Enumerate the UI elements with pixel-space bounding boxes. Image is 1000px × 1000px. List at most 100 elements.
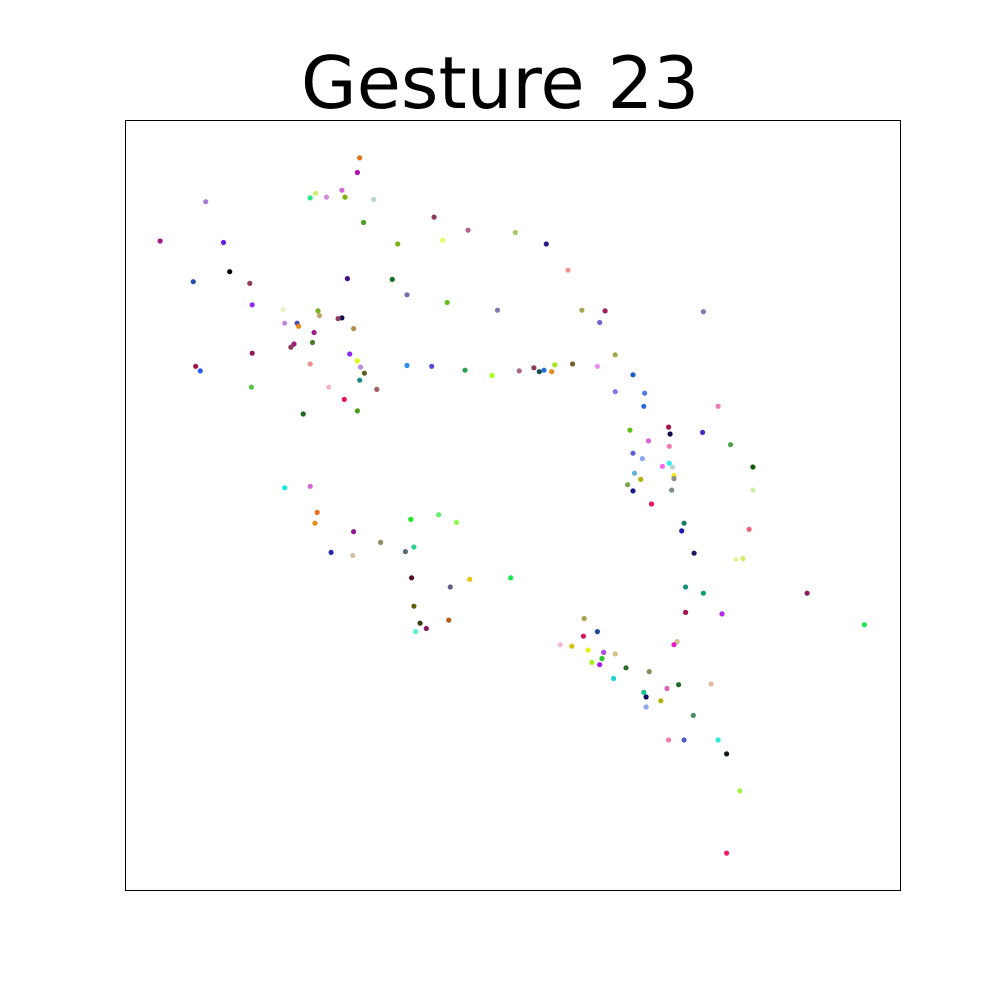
scatter-point [667, 431, 673, 437]
scatter-point [659, 463, 666, 469]
scatter-point [220, 239, 227, 246]
scatter-point [408, 516, 414, 522]
scatter-point [691, 550, 697, 556]
scatter-point [311, 329, 317, 336]
scatter-point [494, 307, 501, 313]
scatter-point [570, 361, 576, 367]
scatter-point [357, 377, 363, 383]
scatter-point [589, 659, 595, 666]
scatter-point [342, 194, 348, 200]
scatter-point [549, 369, 555, 375]
scatter-point [417, 620, 423, 626]
scatter-point [630, 450, 636, 456]
scatter-point [623, 665, 629, 671]
scatter-point [861, 622, 868, 628]
scatter-point [664, 685, 670, 692]
scatter-point [307, 483, 313, 489]
scatter-point [724, 850, 730, 856]
scatter-point [436, 512, 442, 518]
scatter-point [581, 615, 587, 622]
scatter-point [371, 196, 377, 202]
scatter-point [395, 241, 401, 247]
scatter-point [585, 647, 591, 653]
scatter-point [429, 363, 435, 369]
scatter-point [599, 655, 605, 662]
scatter-point [282, 485, 288, 491]
scatter-point [597, 319, 603, 326]
scatter-point [467, 576, 473, 582]
scatter-point [444, 299, 450, 306]
scatter-point [157, 238, 163, 244]
scatter-point [750, 464, 756, 470]
scatter-point [601, 649, 607, 656]
scatter-point [248, 384, 254, 390]
scatter-point [328, 549, 334, 556]
scatter-point [612, 389, 618, 395]
scatter-point [700, 309, 707, 315]
scatter-point [630, 488, 636, 494]
scatter-point [447, 584, 453, 590]
scatter-point [316, 313, 323, 319]
scatter-point [288, 344, 294, 350]
scatter-point [508, 575, 514, 581]
scatter-point [249, 302, 255, 308]
scatter-point [737, 788, 743, 794]
scatter-point [326, 384, 332, 390]
scatter-point [404, 362, 410, 369]
scatter-point [339, 187, 345, 193]
scatter-point [409, 575, 415, 581]
scatter-point [411, 544, 417, 550]
scatter-point [389, 276, 395, 282]
scatter-point [641, 689, 647, 696]
scatter-point [361, 370, 367, 376]
scatter-point [347, 351, 353, 357]
scatter-point [666, 460, 672, 466]
scatter-point [700, 590, 707, 596]
scatter-point [648, 501, 655, 507]
scatter-point [351, 529, 357, 535]
scatter-point [597, 662, 603, 668]
scatter-point [307, 361, 313, 367]
scatter-point [314, 509, 320, 515]
scatter-point [565, 267, 571, 273]
scatter-point [579, 307, 585, 313]
scatter-point [374, 386, 380, 392]
scatter-point [296, 323, 302, 329]
scatter-point [423, 625, 429, 632]
scatter-point [335, 316, 341, 322]
scatter-point [402, 549, 408, 555]
scatter-point [669, 487, 675, 493]
scatter-point [683, 584, 689, 590]
scatter-point [740, 556, 746, 562]
scatter-point [351, 326, 357, 332]
scatter-point [431, 214, 437, 220]
scatter-point [645, 438, 652, 444]
scatter-point [404, 292, 410, 298]
scatter-point [541, 367, 547, 373]
scatter-point [642, 390, 648, 396]
scatter-point [203, 199, 209, 205]
scatter-point [378, 539, 384, 546]
scatter-point [344, 276, 350, 282]
scatter-point [536, 369, 542, 375]
scatter-point [611, 675, 617, 682]
scatter-point [671, 476, 677, 482]
scatter-point [227, 269, 233, 275]
scatter-point [531, 365, 537, 371]
scatter-point [733, 556, 739, 562]
scatter-point [446, 617, 452, 623]
scatter-point [750, 487, 756, 493]
scatter-point [638, 476, 644, 482]
scatter-point [625, 482, 631, 488]
scatter-point [557, 642, 563, 648]
scatter-point [658, 698, 664, 704]
scatter-point [313, 190, 319, 196]
scatter-point [602, 308, 608, 314]
scatter-point [679, 528, 685, 534]
scatter-point [669, 464, 676, 470]
scatter-point [282, 320, 288, 326]
scatter-point [715, 737, 721, 743]
scatter-point [683, 609, 689, 616]
scatter-point [612, 651, 618, 657]
